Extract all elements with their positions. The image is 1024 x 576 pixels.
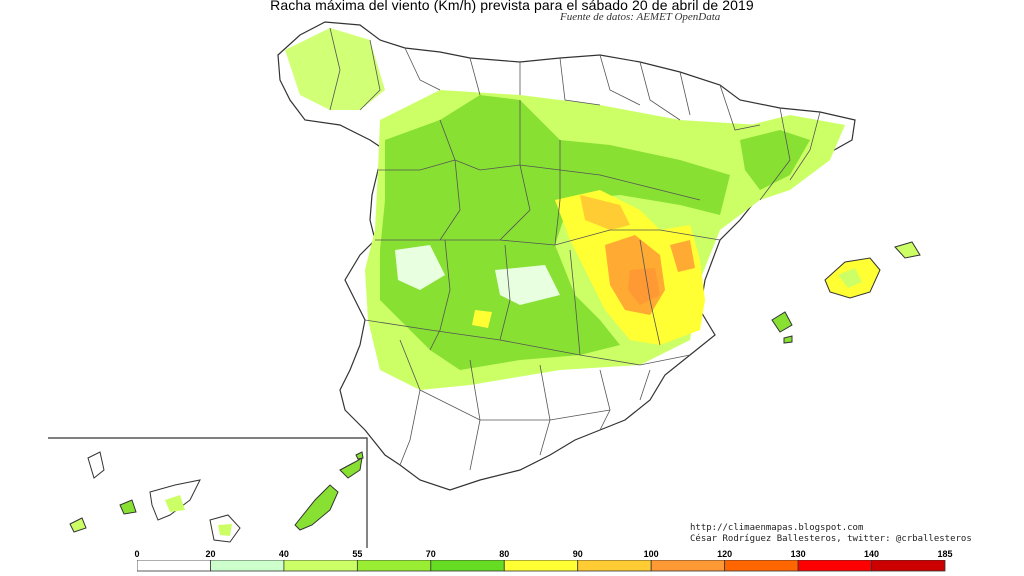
legend-swatch xyxy=(356,560,432,572)
legend-swatch xyxy=(137,560,211,572)
legend-swatch xyxy=(430,560,505,572)
color-legend xyxy=(137,560,946,572)
map-title: Racha máxima del viento (Km/h) prevista … xyxy=(270,0,754,13)
credit-block: http://climaenmapas.blogspot.com César R… xyxy=(690,523,972,545)
legend-tick-label: 90 xyxy=(572,549,583,559)
legend-swatch xyxy=(797,560,872,572)
credit-author: César Rodríguez Ballesteros, twitter: @c… xyxy=(690,534,972,544)
ibiza xyxy=(771,311,793,333)
legend-tick-label: 70 xyxy=(425,549,436,559)
legend-tick-label: 100 xyxy=(643,549,659,559)
legend-tick-label: 20 xyxy=(205,549,216,559)
legend-swatch xyxy=(503,560,579,572)
legend-tick-label: 80 xyxy=(499,549,510,559)
legend-tick-label: 130 xyxy=(790,549,806,559)
legend-swatch xyxy=(577,560,652,572)
legend-swatch xyxy=(724,560,799,572)
menorca xyxy=(894,241,921,259)
legend-tick-label: 0 xyxy=(134,549,140,559)
legend-tick-label: 55 xyxy=(352,549,363,559)
legend-tick-label: 40 xyxy=(278,549,289,559)
formentera xyxy=(783,335,793,344)
data-source: Fuente de datos: AEMET OpenData xyxy=(560,11,721,23)
legend-swatch xyxy=(650,560,726,572)
legend-tick-label: 140 xyxy=(864,549,880,559)
legend-swatch xyxy=(283,560,358,572)
legend-swatch xyxy=(871,560,946,572)
canary-inset-border xyxy=(48,437,368,548)
credit-url: http://climaenmapas.blogspot.com xyxy=(690,523,864,533)
legend-tick-label: 120 xyxy=(717,549,733,559)
legend-swatch xyxy=(210,560,285,572)
legend-tick-label: 185 xyxy=(937,549,953,559)
